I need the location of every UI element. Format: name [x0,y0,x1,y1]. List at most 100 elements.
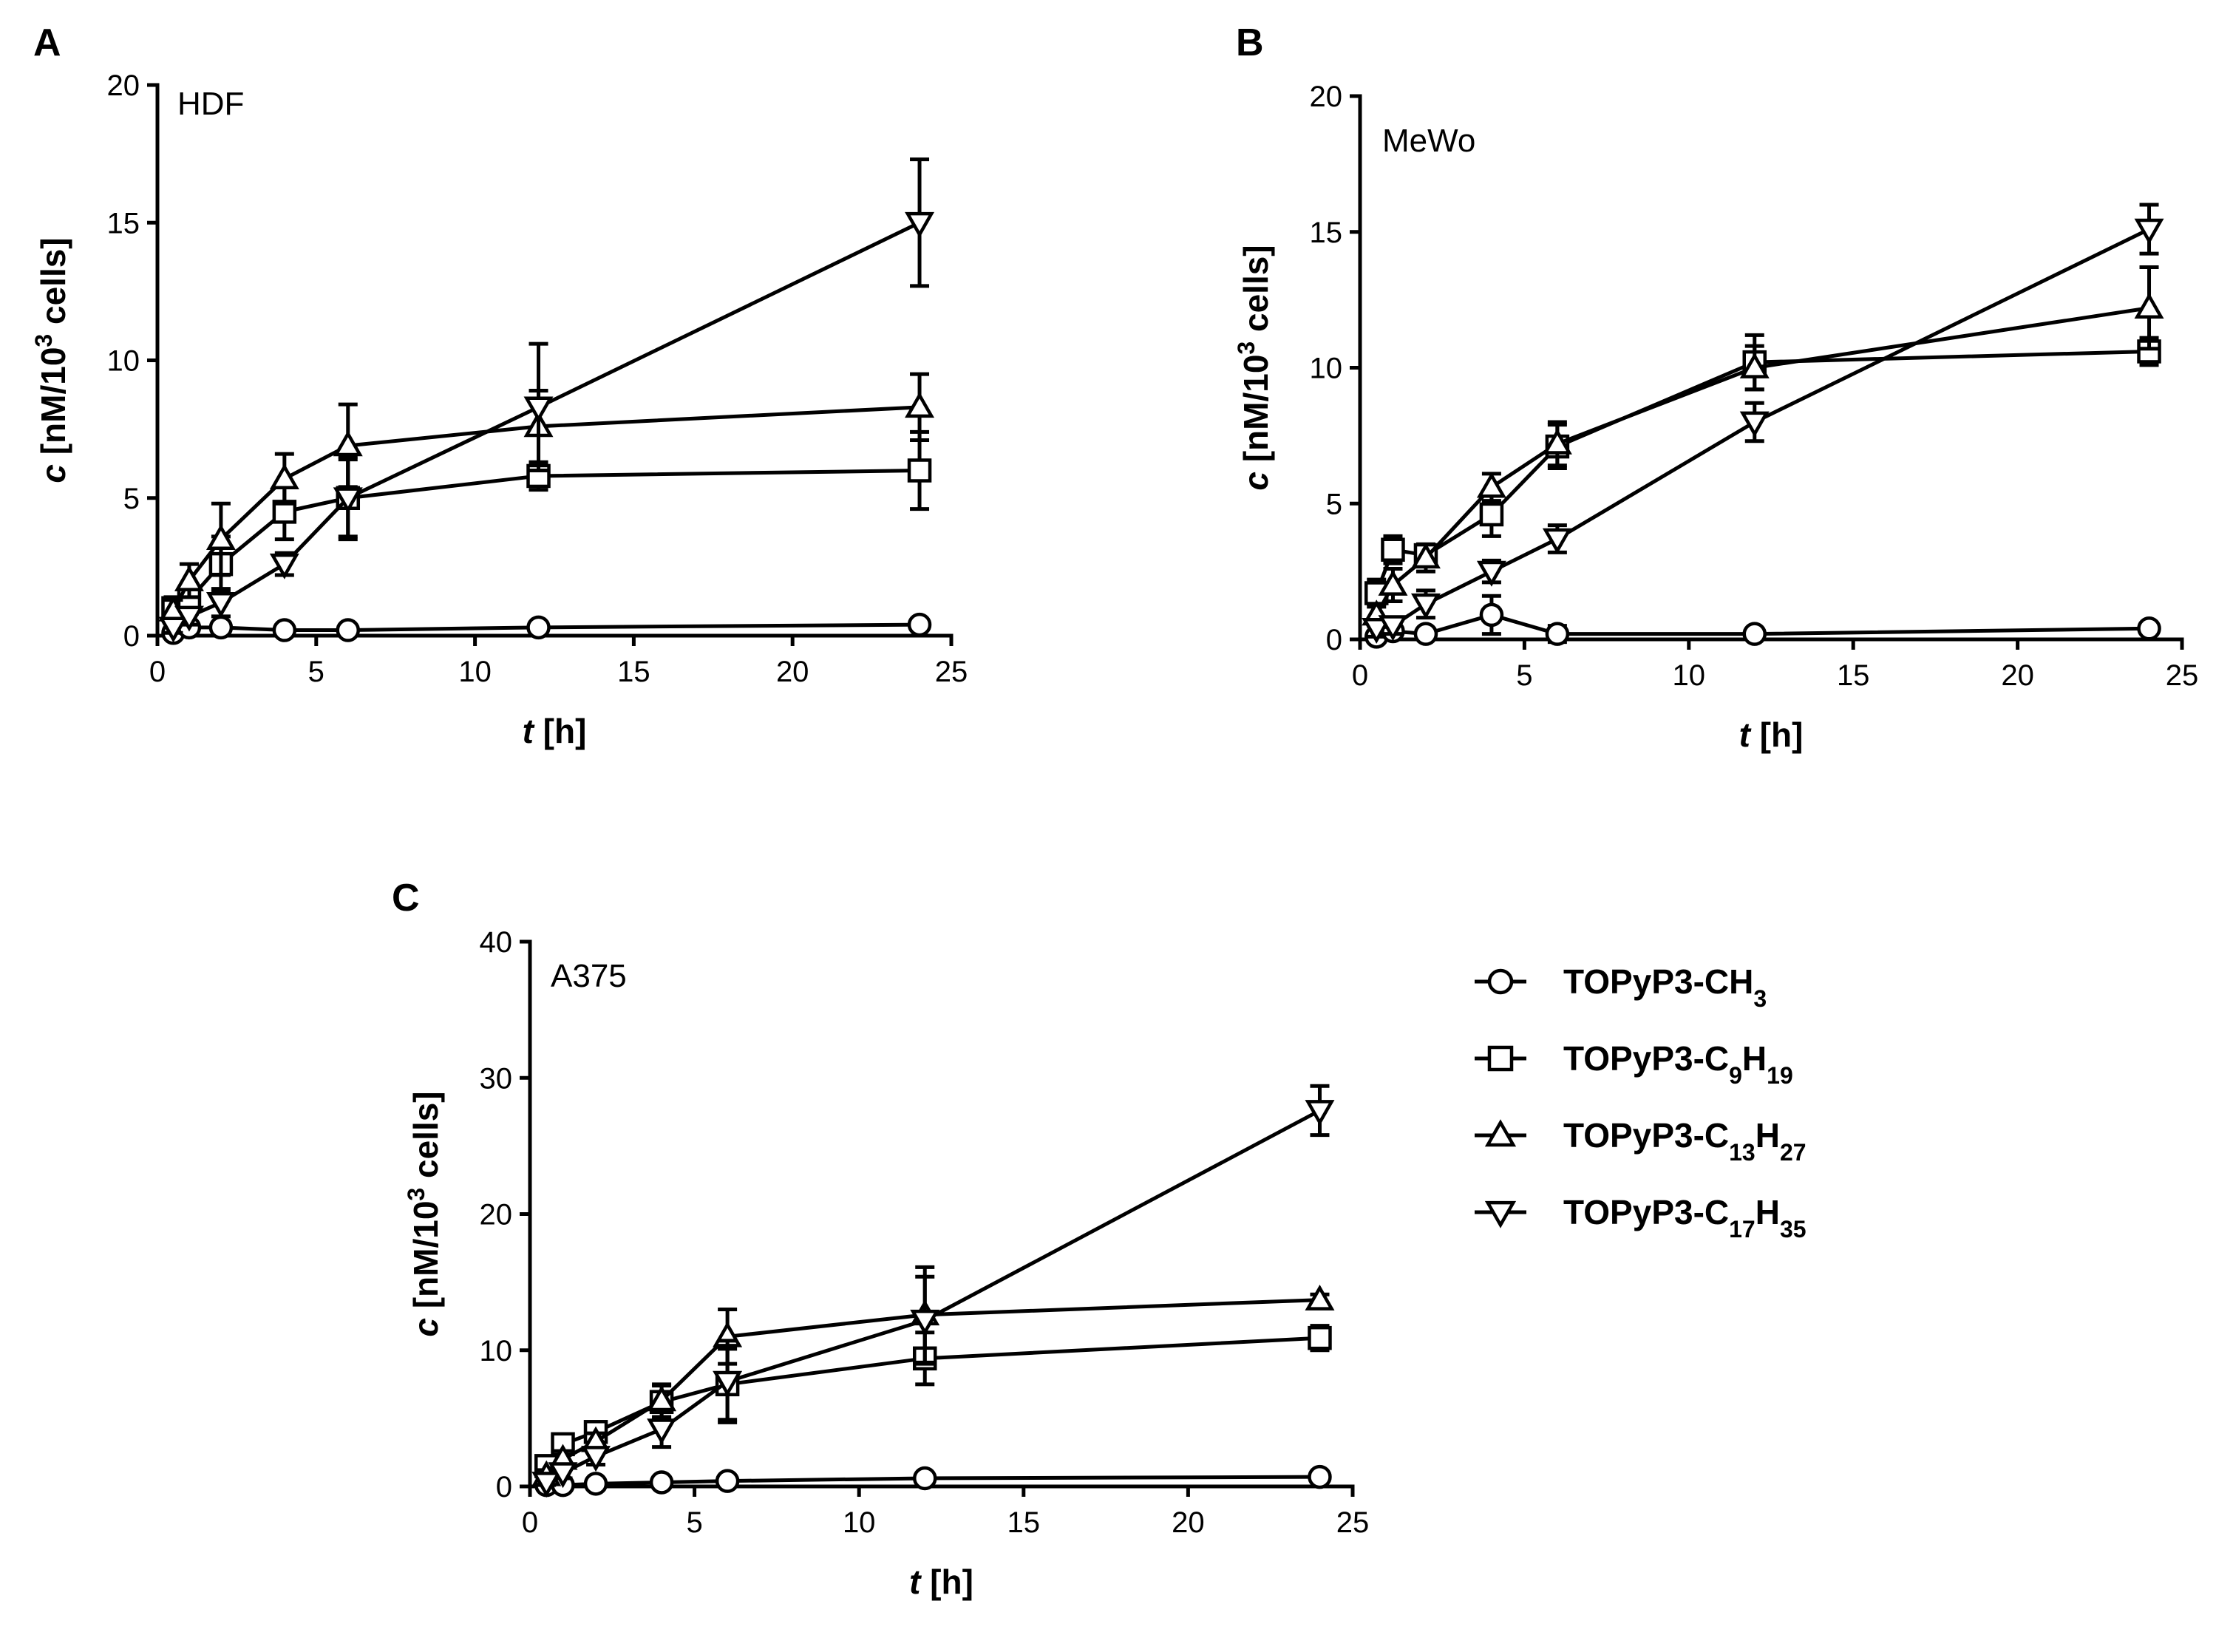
legend-sub2: 19 [1767,1062,1793,1089]
x-axis-label-var: t [523,712,535,750]
data-point [713,1370,743,1397]
legend-marker [1484,1119,1517,1147]
data-point [1739,352,1770,378]
x-tick-label: 15 [1837,659,1870,692]
data-point [1378,615,1408,642]
legend-sub2: 35 [1780,1216,1807,1243]
y-axis-label-post: cells] [407,1091,445,1187]
legend-base: TOPyP3-C [1563,1116,1729,1155]
data-point [2137,616,2161,641]
data-point [272,618,297,642]
data-point [1542,528,1572,554]
series-triangle-down [158,157,935,643]
series-triangle-down [531,1084,1335,1498]
y-axis-label-var: c [34,464,72,483]
x-tick-label: 25 [1336,1506,1370,1539]
y-tick-label: 5 [1326,488,1342,520]
y-tick-label: 20 [107,69,140,102]
series-circle [534,1464,1332,1498]
y-tick-label: 10 [1310,353,1343,385]
data-point [531,1472,562,1498]
data-point [2134,293,2164,319]
cell-line-label: HDF [177,86,244,122]
x-axis-label-var: t [909,1563,922,1601]
panel-b: 0 5 10 15 20 25 0 5 10 15 20 t [h] c [nM/103 cells] B… [1233,21,2198,754]
y-tick-label: 20 [480,1199,513,1231]
panel-letter: C [392,877,420,920]
data-point [1476,560,1506,587]
y-axis-label-sup: 3 [1233,341,1260,355]
data-point [1410,543,1441,569]
data-point [1542,428,1572,455]
data-point [205,591,236,618]
y-axis-label-unit: [nM/10 [34,347,72,464]
x-axis-label: t [h] [1739,715,1804,754]
legend-label: TOPyP3-C13H27 [1563,1116,1807,1166]
y-tick-label: 0 [1326,624,1342,656]
data-point [269,553,299,579]
data-point [548,1462,578,1489]
data-point [1479,602,1504,628]
x-tick-label: 0 [522,1506,538,1539]
data-point [1410,593,1441,619]
y-axis-label-unit: [nM/10 [407,1201,445,1318]
y-axis-label: c [nM/103 cells] [403,1091,445,1336]
legend-marker [1487,968,1514,995]
data-point [174,605,204,632]
legend-marker [1484,1200,1517,1228]
data-point [1308,1464,1332,1489]
y-tick-label: 0 [496,1471,512,1503]
legend-sub1: 13 [1729,1139,1756,1166]
series-square [161,429,932,622]
data-point [905,392,935,418]
data-point [647,1418,677,1445]
legend-label: TOPyP3-C17H35 [1563,1193,1807,1243]
data-point [649,1470,674,1495]
data-point [912,1466,937,1491]
data-point [1479,502,1504,527]
y-axis-label-post: cells] [34,237,72,333]
data-point [269,463,299,489]
data-point [208,615,234,640]
x-axis-label-var: t [1739,715,1752,754]
legend-mid: H [1756,1116,1780,1155]
y-tick-label: 20 [1310,81,1343,113]
data-point [523,396,554,423]
x-tick-label: 25 [2166,659,2199,692]
legend-mid: H [1756,1193,1780,1231]
x-tick-label: 0 [1352,659,1368,692]
data-point [715,1469,740,1493]
x-tick-label: 0 [149,656,166,688]
data-point [333,487,363,514]
data-point [1378,569,1408,596]
data-point [336,618,361,642]
data-point [583,1472,608,1496]
legend-marker [1487,1045,1514,1072]
data-point [1305,1100,1335,1126]
y-tick-label: 15 [107,207,140,239]
data-point [1739,411,1770,438]
data-point [1305,1284,1335,1311]
x-tick-label: 20 [2001,659,2034,692]
x-axis-label: t [h] [523,712,587,750]
legend-base: TOPyP3-C [1563,1193,1729,1231]
series-triangle-up [531,1265,1335,1486]
data-point [1476,472,1506,498]
x-axis-label-unit: [h] [534,712,587,750]
y-axis-label: c [nM/103 cells] [30,237,72,483]
data-point [581,1446,611,1472]
data-point [2134,218,2164,245]
y-tick-label: 10 [107,345,140,378]
x-tick-label: 10 [458,656,492,688]
panel-letter: B [1236,21,1264,64]
data-point [158,616,188,643]
y-axis-label: c [nM/103 cells] [1233,245,1275,490]
y-tick-label: 10 [480,1335,513,1367]
x-axis-label-unit: [h] [1750,715,1804,754]
series-circle [161,612,932,645]
data-point [1381,537,1405,562]
cell-line-label: MeWo [1382,123,1475,159]
panel-c: 0 5 10 15 20 25 0 10 20 30 40 t [h] c [nM/103 cells]… [392,877,1369,1601]
data-point [905,211,935,238]
